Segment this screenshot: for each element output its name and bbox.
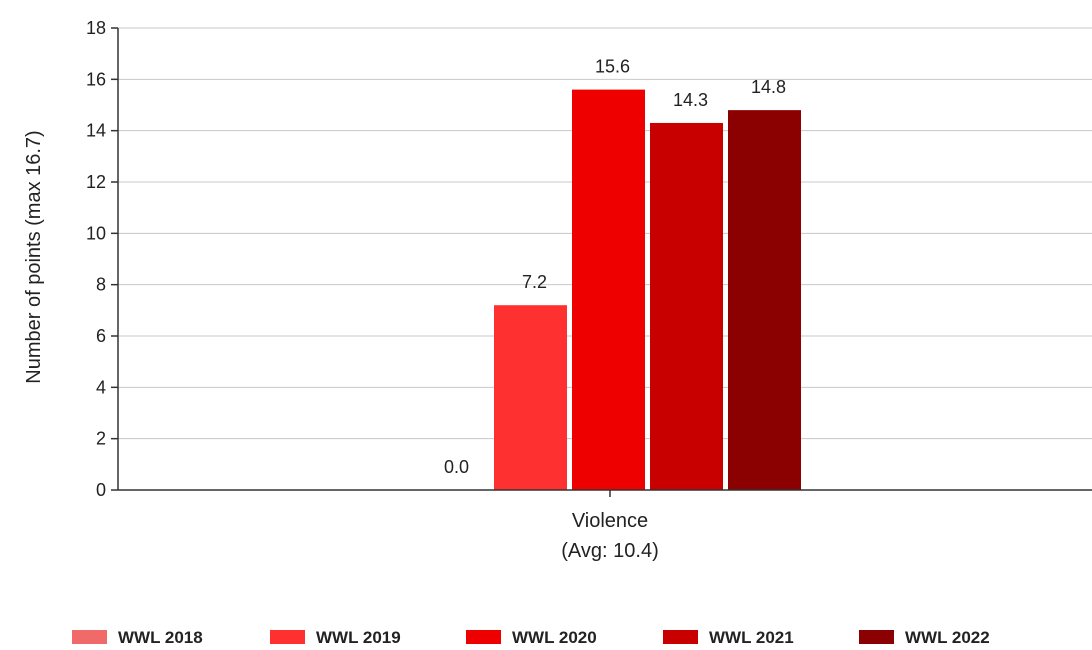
y-tick-label: 10	[86, 223, 106, 243]
legend-swatch	[72, 630, 107, 644]
x-axis: Violence (Avg: 10.4)	[118, 489, 1092, 562]
bar-wwl-2020	[572, 89, 645, 490]
y-tick-label: 12	[86, 172, 106, 192]
y-tick-label: 16	[86, 69, 106, 89]
data-label: 0.0	[444, 457, 469, 477]
bar-wwl-2022	[728, 110, 801, 490]
legend-swatch	[466, 630, 501, 644]
legend-label: WWL 2021	[709, 628, 794, 647]
legend-label: WWL 2018	[118, 628, 203, 647]
category-sublabel: (Avg: 10.4)	[561, 540, 658, 562]
bars: 0.0 7.2 15.6 14.3 14.8	[444, 57, 801, 490]
legend-swatch	[663, 630, 698, 644]
y-tick-label: 0	[96, 480, 106, 500]
data-label: 14.3	[673, 90, 708, 110]
legend-swatch	[270, 630, 305, 644]
bar-wwl-2021	[650, 122, 723, 490]
y-axis: 0 2 4 6 8 10 12 14 16 18 Number of points (max 16.…	[23, 18, 119, 500]
y-tick-label: 8	[96, 275, 106, 295]
data-label: 7.2	[522, 272, 547, 292]
data-label: 14.8	[751, 77, 786, 97]
category-label: Violence	[572, 510, 648, 532]
legend-swatch	[859, 630, 894, 644]
y-axis-label: Number of points (max 16.7)	[23, 130, 45, 383]
legend: WWL 2018 WWL 2019 WWL 2020 WWL 2021 WWL 2022	[72, 628, 990, 647]
y-tick-label: 6	[96, 326, 106, 346]
y-tick-label: 4	[96, 377, 106, 397]
y-tick-label: 14	[86, 121, 106, 141]
data-label: 15.6	[595, 57, 630, 77]
legend-label: WWL 2019	[316, 628, 401, 647]
legend-label: WWL 2020	[512, 628, 597, 647]
legend-label: WWL 2022	[905, 628, 990, 647]
bar-wwl-2019	[494, 305, 567, 490]
y-tick-label: 18	[86, 18, 106, 38]
y-tick-label: 2	[96, 429, 106, 449]
